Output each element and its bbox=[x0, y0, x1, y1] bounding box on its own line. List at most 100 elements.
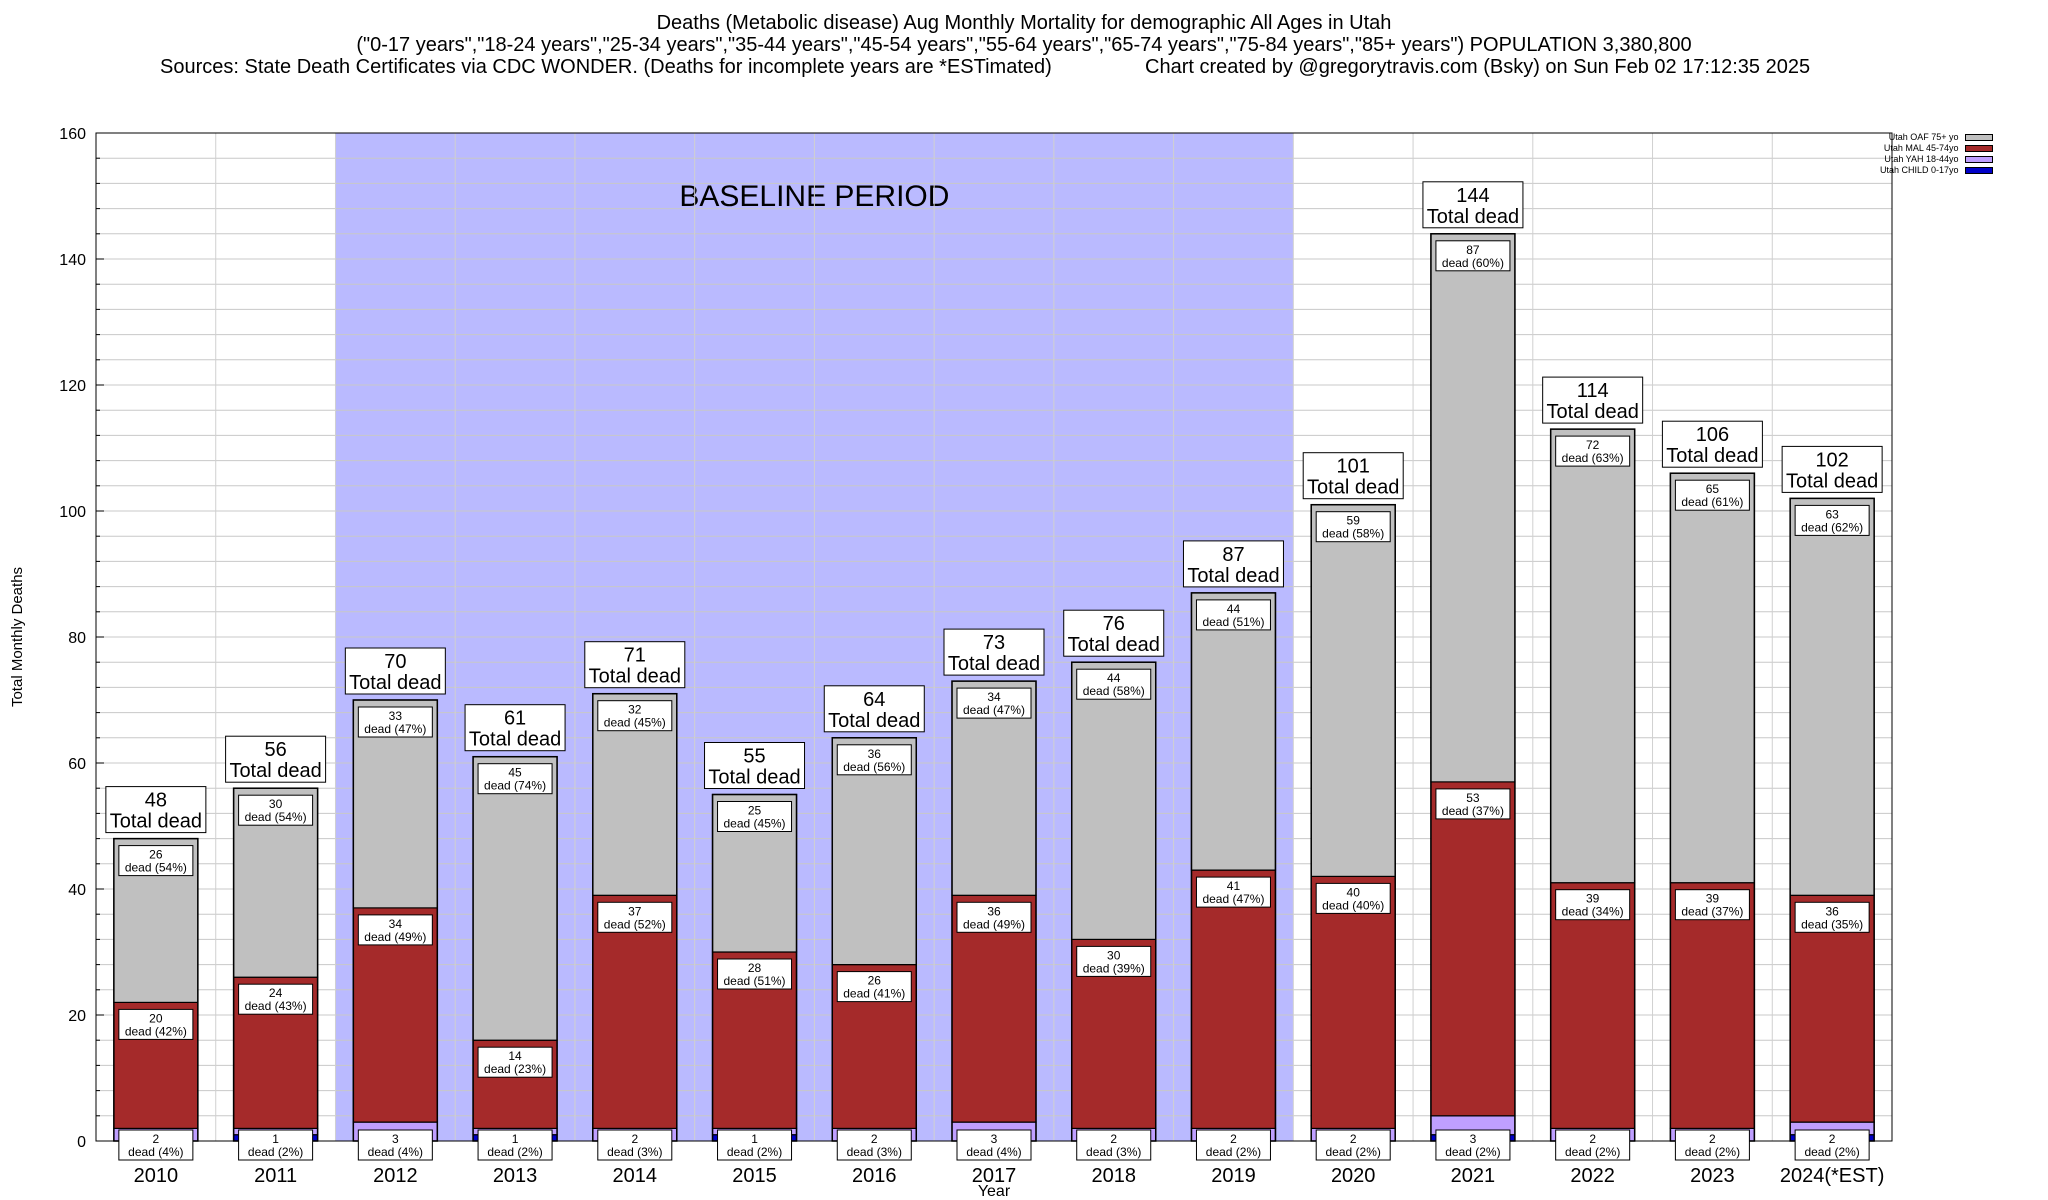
y-tick-label: 20 bbox=[68, 1008, 86, 1025]
total-value-2013: 61 bbox=[504, 708, 526, 730]
total-value-2018: 76 bbox=[1103, 613, 1125, 635]
oaf-label-2024(*EST)-box bbox=[1794, 504, 1870, 536]
total-box-2011 bbox=[225, 735, 327, 783]
mal-label-2017-text-0: 36 bbox=[987, 904, 1001, 918]
oaf-label-2011-text-1: dead (54%) bbox=[245, 810, 307, 824]
bar-mal-2020 bbox=[1310, 875, 1396, 1130]
x-tick-label-2017: 2017 bbox=[972, 1165, 1017, 1187]
bar-oaf-2019 bbox=[1190, 592, 1277, 871]
x-tick-label-2021: 2021 bbox=[1451, 1165, 1496, 1187]
yah-label-2013-text-1: dead (2%) bbox=[487, 1145, 542, 1159]
mal-label-2021-text-1: dead (37%) bbox=[1442, 804, 1504, 818]
chart-subtitle: ("0-17 years","18-24 years","25-34 years… bbox=[356, 34, 1692, 56]
yah-label-2022-box bbox=[1555, 1129, 1631, 1161]
x-tick-label-2015: 2015 bbox=[732, 1165, 777, 1187]
mal-label-2016-text-0: 26 bbox=[868, 974, 882, 988]
total-box-2019 bbox=[1182, 540, 1284, 588]
oaf-label-2018-box bbox=[1076, 668, 1152, 700]
yah-label-2017-text-0: 3 bbox=[991, 1132, 998, 1146]
yah-label-2022-text-1: dead (2%) bbox=[1565, 1145, 1620, 1159]
oaf-label-2012-box bbox=[357, 706, 433, 738]
yah-label-2011-box bbox=[238, 1129, 314, 1161]
bar-mal-2021 bbox=[1430, 781, 1516, 1117]
yah-label-2015-box bbox=[717, 1129, 793, 1161]
yah-label-2016-box bbox=[836, 1129, 912, 1161]
yah-label-2023-box bbox=[1674, 1129, 1750, 1161]
yah-label-2012-text-0: 3 bbox=[392, 1132, 399, 1146]
total-box-2012 bbox=[344, 647, 446, 695]
total-value-2022: 114 bbox=[1577, 380, 1609, 402]
total-label-2019: Total dead bbox=[1187, 565, 1279, 587]
total-value-2011: 56 bbox=[264, 739, 286, 761]
y-tick-label: 140 bbox=[59, 252, 86, 269]
yah-label-2015-text-0: 1 bbox=[751, 1132, 758, 1146]
yah-label-2014-box bbox=[597, 1129, 673, 1161]
yah-label-2011-text-1: dead (2%) bbox=[248, 1145, 303, 1159]
x-tick-label-2020: 2020 bbox=[1331, 1165, 1376, 1187]
x-axis-title: Year bbox=[978, 1183, 1011, 1200]
oaf-label-2018-text-1: dead (58%) bbox=[1083, 684, 1145, 698]
legend-item-mal: Utah MAL 45-74yo bbox=[1880, 143, 1993, 154]
yah-label-2021-text-1: dead (2%) bbox=[1445, 1145, 1500, 1159]
total-box-2010 bbox=[105, 786, 207, 834]
oaf-label-2020-box bbox=[1315, 511, 1391, 543]
yah-label-2016-text-0: 2 bbox=[871, 1132, 878, 1146]
yah-label-2010-text-1: dead (4%) bbox=[128, 1145, 183, 1159]
mal-label-2022-text-1: dead (34%) bbox=[1562, 905, 1624, 919]
legend-item-yah: Utah YAH 18-44yo bbox=[1880, 154, 1993, 165]
oaf-label-2014-text-0: 32 bbox=[628, 703, 642, 717]
mal-label-2012-text-1: dead (49%) bbox=[364, 930, 426, 944]
total-box-2018 bbox=[1063, 609, 1165, 657]
legend: Utah OAF 75+ yo Utah MAL 45-74yo Utah YA… bbox=[1880, 132, 1993, 176]
oaf-label-2017-box bbox=[956, 687, 1032, 719]
legend-label-mal: Utah MAL 45-74yo bbox=[1883, 143, 1959, 153]
oaf-label-2011-box bbox=[238, 794, 314, 826]
total-label-2018: Total dead bbox=[1068, 634, 1160, 656]
mal-label-2024(*EST)-box bbox=[1794, 901, 1870, 933]
yah-label-2024(*EST)-text-1: dead (2%) bbox=[1804, 1145, 1859, 1159]
bar-oaf-2021 bbox=[1430, 233, 1516, 783]
oaf-label-2012-text-1: dead (47%) bbox=[364, 722, 426, 736]
yah-label-2020-text-0: 2 bbox=[1350, 1132, 1357, 1146]
x-tick-label-2024(*EST): 2024(*EST) bbox=[1780, 1165, 1885, 1187]
total-box-2022 bbox=[1542, 376, 1644, 424]
mal-label-2019-text-1: dead (47%) bbox=[1202, 892, 1264, 906]
yah-label-2024(*EST)-box bbox=[1794, 1129, 1870, 1161]
yah-label-2017-text-1: dead (4%) bbox=[966, 1145, 1021, 1159]
total-label-2021: Total dead bbox=[1427, 206, 1519, 228]
mal-label-2013-box bbox=[477, 1046, 553, 1078]
mal-label-2023-text-1: dead (37%) bbox=[1681, 905, 1743, 919]
oaf-label-2022-box bbox=[1555, 435, 1631, 467]
oaf-label-2021-text-0: 87 bbox=[1466, 243, 1480, 257]
total-label-2014: Total dead bbox=[589, 666, 681, 688]
bar-oaf-2018 bbox=[1071, 661, 1157, 941]
oaf-label-2023-text-1: dead (61%) bbox=[1681, 495, 1743, 509]
mal-label-2018-text-1: dead (39%) bbox=[1083, 961, 1145, 975]
total-value-2012: 70 bbox=[384, 651, 406, 673]
bar-oaf-2020 bbox=[1310, 504, 1396, 878]
legend-swatch-oaf bbox=[1964, 134, 1993, 141]
total-box-2015 bbox=[704, 742, 806, 789]
total-box-2017 bbox=[943, 628, 1045, 676]
oaf-label-2019-box bbox=[1195, 599, 1271, 631]
mal-label-2012-box bbox=[357, 914, 433, 946]
mal-label-2014-text-0: 37 bbox=[628, 904, 642, 918]
yah-label-2021-box bbox=[1435, 1129, 1511, 1161]
yah-label-2018-box bbox=[1076, 1129, 1152, 1161]
yah-label-2023-text-0: 2 bbox=[1709, 1132, 1716, 1146]
oaf-label-2010-box bbox=[118, 845, 194, 877]
mal-label-2017-text-1: dead (49%) bbox=[963, 917, 1025, 931]
total-box-2013 bbox=[464, 704, 566, 752]
total-box-2023 bbox=[1661, 420, 1763, 468]
legend-swatch-child bbox=[1964, 167, 1993, 174]
mal-label-2010-box bbox=[118, 1008, 194, 1040]
y-tick-label: 40 bbox=[68, 882, 86, 899]
total-label-2013: Total dead bbox=[469, 729, 561, 751]
total-value-2020: 101 bbox=[1337, 456, 1370, 478]
yah-label-2013-text-0: 1 bbox=[512, 1132, 519, 1146]
mal-label-2015-box bbox=[717, 958, 793, 990]
x-tick-label-2014: 2014 bbox=[613, 1165, 658, 1187]
x-tick-label-2019: 2019 bbox=[1211, 1165, 1256, 1187]
x-tick-label-2018: 2018 bbox=[1091, 1165, 1136, 1187]
oaf-label-2020-text-1: dead (58%) bbox=[1322, 527, 1384, 541]
